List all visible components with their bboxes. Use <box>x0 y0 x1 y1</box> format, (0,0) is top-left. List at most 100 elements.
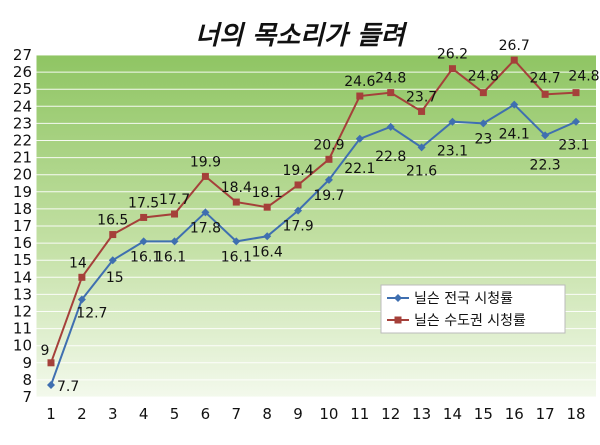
data-label: 19.4 <box>282 163 313 179</box>
y-tick-label: 27 <box>13 46 32 64</box>
data-label: 16.5 <box>97 213 128 229</box>
y-tick-label: 21 <box>13 149 32 167</box>
data-label: 24.8 <box>375 71 406 87</box>
y-tick-label: 26 <box>13 63 32 81</box>
data-point <box>170 237 179 246</box>
data-label: 22.1 <box>344 161 375 177</box>
x-tick-label: 10 <box>319 405 338 423</box>
data-point <box>232 237 241 246</box>
x-tick-label: 9 <box>293 405 303 423</box>
y-tick-label: 18 <box>13 200 32 218</box>
legend-box <box>380 284 566 334</box>
legend-marker <box>394 294 402 302</box>
data-label: 23 <box>474 131 492 147</box>
data-point <box>510 56 518 64</box>
data-point <box>232 198 240 206</box>
data-point <box>324 175 333 184</box>
data-point <box>77 295 86 304</box>
data-point <box>108 256 117 265</box>
data-label: 24.6 <box>344 74 375 90</box>
data-label: 24.7 <box>530 70 561 86</box>
data-label: 24.1 <box>499 127 530 143</box>
y-tick-label: 7 <box>22 388 32 406</box>
legend-label: 닐슨 수도권 시청률 <box>414 313 526 329</box>
data-point <box>201 208 210 217</box>
y-tick-label: 25 <box>13 80 32 98</box>
x-tick-label: 14 <box>443 405 462 423</box>
y-tick-label: 9 <box>22 354 32 372</box>
data-label: 17.8 <box>190 220 221 236</box>
data-point <box>78 273 86 281</box>
data-point <box>294 181 302 189</box>
data-point <box>355 134 364 143</box>
y-tick-label: 16 <box>13 234 32 252</box>
x-tick-label: 12 <box>381 405 400 423</box>
data-point <box>201 172 209 180</box>
data-label: 14 <box>69 255 87 271</box>
data-point <box>386 122 395 131</box>
x-tick-label: 7 <box>232 405 242 423</box>
y-tick-label: 12 <box>13 303 32 321</box>
data-label: 22.8 <box>375 149 406 165</box>
data-label: 15 <box>106 270 124 286</box>
data-label: 24.8 <box>468 69 499 85</box>
x-tick-label: 3 <box>108 405 118 423</box>
y-tick-label: 19 <box>13 183 32 201</box>
x-tick-label: 17 <box>536 405 555 423</box>
y-tick-label: 14 <box>13 268 32 286</box>
x-tick-label: 11 <box>350 405 369 423</box>
data-point <box>263 203 271 211</box>
x-tick-label: 13 <box>412 405 431 423</box>
data-label: 23.1 <box>437 144 468 160</box>
data-label: 24.8 <box>568 69 599 85</box>
y-tick-label: 8 <box>22 371 32 389</box>
data-point <box>139 237 148 246</box>
data-point <box>479 119 488 128</box>
data-label: 26.2 <box>437 47 468 63</box>
data-point <box>541 90 549 98</box>
y-tick-label: 10 <box>13 337 32 355</box>
data-label: 16.4 <box>252 244 283 260</box>
x-tick-label: 1 <box>46 405 56 423</box>
data-point <box>109 231 117 239</box>
data-label: 21.6 <box>406 163 437 179</box>
x-tick-label: 4 <box>139 405 149 423</box>
data-label: 22.3 <box>530 157 561 173</box>
data-label: 23.1 <box>558 138 589 154</box>
data-label: 9 <box>41 343 50 359</box>
series-line <box>50 58 577 364</box>
data-label: 17.9 <box>282 219 313 235</box>
y-tick-label: 20 <box>13 166 32 184</box>
legend-marker <box>394 316 402 324</box>
data-point <box>572 89 580 97</box>
x-tick-label: 2 <box>77 405 87 423</box>
data-point <box>356 92 364 100</box>
data-label: 16.1 <box>130 249 161 265</box>
y-tick-label: 13 <box>13 285 32 303</box>
x-tick-label: 8 <box>262 405 272 423</box>
data-point <box>47 381 55 390</box>
data-label: 12.7 <box>76 306 107 322</box>
data-point <box>418 107 426 115</box>
x-tick-label: 18 <box>566 405 585 423</box>
data-point <box>417 143 426 152</box>
data-point <box>387 89 395 97</box>
data-label: 17.5 <box>128 195 159 211</box>
data-point <box>140 213 148 221</box>
y-tick-label: 17 <box>13 217 32 235</box>
x-axis: 1 2 3 4 5 6 7 8 9 10 11 12 13 14 15 16 17 18 <box>46 405 585 423</box>
data-point <box>479 89 487 97</box>
y-tick-label: 22 <box>13 132 32 150</box>
data-point <box>448 117 457 126</box>
data-point <box>294 206 303 215</box>
x-tick-label: 6 <box>201 405 211 423</box>
data-label: 23.7 <box>406 89 437 105</box>
chart-title: 너의 목소리가 들려 <box>195 21 408 51</box>
